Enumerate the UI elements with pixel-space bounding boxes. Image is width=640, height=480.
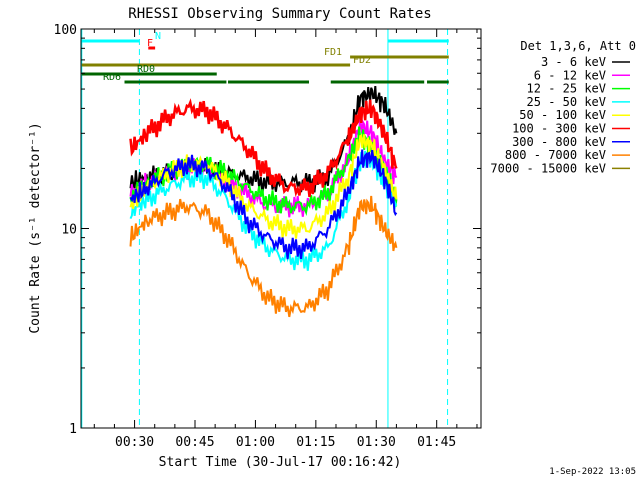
legend-label: 100 - 300 keV: [512, 122, 606, 136]
legend-label: 7000 - 15000 keV: [490, 161, 606, 175]
series-line-6: [129, 149, 398, 260]
series-line-5: [129, 98, 398, 198]
x-tick-label: 00:45: [175, 435, 214, 450]
x-axis-label: Start Time (30-Jul-17 00:16:42): [159, 455, 402, 470]
legend-label: 12 - 25 keV: [527, 82, 606, 96]
y-axis-label: Count Rate (s⁻¹ detector⁻¹): [28, 122, 43, 333]
legend-header: Det 1,3,6, Att 0: [520, 39, 636, 53]
legend-label: 300 - 800 keV: [512, 135, 606, 149]
series-line-7: [129, 195, 398, 318]
flag-label-n: N: [155, 31, 161, 42]
legend-label: 3 - 6 keV: [541, 55, 606, 69]
x-tick-label: 01:30: [357, 435, 396, 450]
legend-label: 25 - 50 keV: [527, 95, 606, 109]
y-tick-label: 100: [54, 23, 77, 38]
generation-date: 1-Sep-2022 13:05: [549, 467, 636, 477]
y-tick-label: 10: [61, 223, 77, 238]
flag-label-fd1: FD1: [324, 47, 342, 58]
flag-label-rd0: RD0: [137, 64, 155, 75]
x-tick-label: 00:30: [115, 435, 154, 450]
x-tick-label: 01:45: [417, 435, 456, 450]
legend-label: 6 - 12 keV: [534, 68, 606, 82]
flag-label-rd6: RD6: [103, 72, 121, 83]
legend-label: 50 - 100 keV: [519, 108, 606, 122]
legend-label: 800 - 7000 keV: [505, 148, 606, 162]
series-line-2: [129, 126, 398, 216]
x-tick-label: 01:15: [296, 435, 335, 450]
y-tick-label: 1: [69, 422, 77, 437]
flag-label-f: F: [147, 38, 153, 49]
x-tick-label: 01:00: [236, 435, 275, 450]
series-line-4: [129, 133, 398, 239]
flag-label-fd2: FD2: [353, 55, 371, 66]
chart-title: RHESSI Observing Summary Count Rates: [128, 6, 431, 22]
